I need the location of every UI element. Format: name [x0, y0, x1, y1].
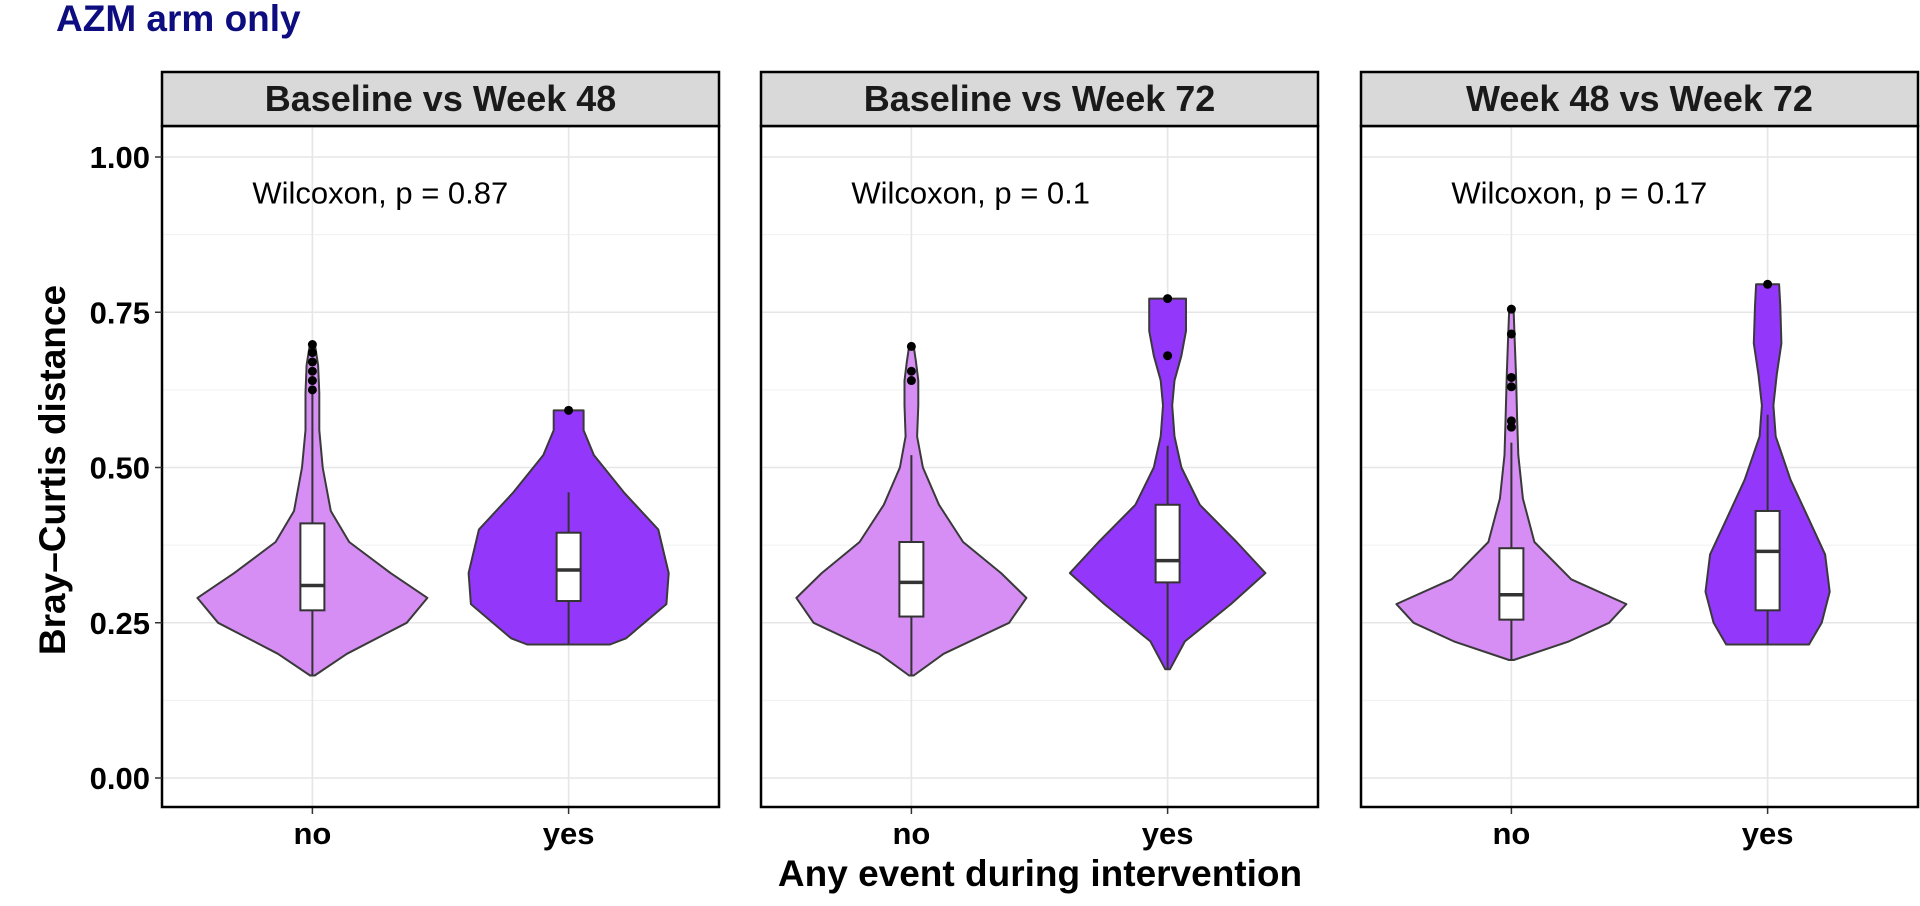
facet-panel: no yes Wilcoxon, p = 0.87 Baseline vs Week … [160, 70, 721, 851]
strip-label: Baseline vs Week 48 [265, 78, 617, 119]
plot-background [162, 126, 719, 807]
strip-background [759, 70, 1320, 128]
outlier-point [1506, 372, 1516, 382]
plot-background [761, 126, 1318, 807]
x-axis-title: Any event during intervention [778, 853, 1302, 894]
y-axis: 0.00 0.25 0.50 0.75 1.00 [90, 140, 162, 796]
violin-group-yes [467, 405, 670, 646]
outlier-point [906, 366, 916, 376]
outlier-point [1506, 416, 1516, 426]
facet-panel: no yes Wilcoxon, p = 0.1 Baseline vs Week 7… [759, 70, 1320, 851]
y-axis-title: Bray–Curtis distance [32, 285, 73, 655]
x-tick-label: no [293, 816, 331, 851]
outlier-point [1506, 304, 1516, 314]
outlier-point [307, 385, 317, 395]
box-iqr [1498, 547, 1525, 621]
outlier-point [1163, 294, 1173, 304]
violin-group-no [795, 341, 1028, 677]
figure-title: AZM arm only [56, 0, 301, 39]
y-tick-label: 0.50 [90, 451, 150, 486]
violin-group-yes [1068, 294, 1267, 671]
strip-label: Week 48 vs Week 72 [1466, 78, 1813, 119]
violin-group-yes [1704, 279, 1831, 646]
plot-background [1361, 126, 1918, 807]
outlier-point [1506, 422, 1516, 432]
y-tick-label: 1.00 [90, 140, 150, 175]
box-iqr [1154, 503, 1181, 584]
x-tick-label: yes [1142, 816, 1194, 851]
wilcoxon-annotation: Wilcoxon, p = 0.17 [1451, 176, 1707, 211]
box-iqr [299, 522, 326, 612]
strip-background [160, 70, 721, 128]
box-iqr [898, 541, 925, 618]
box-iqr [555, 531, 582, 603]
strip-label: Baseline vs Week 72 [864, 78, 1216, 119]
outlier-point [307, 340, 317, 350]
outlier-point [1506, 382, 1516, 392]
wilcoxon-annotation: Wilcoxon, p = 0.1 [851, 176, 1090, 211]
box-iqr [1754, 509, 1781, 612]
wilcoxon-annotation: Wilcoxon, p = 0.87 [252, 176, 508, 211]
outlier-point [564, 405, 574, 415]
outlier-point [307, 357, 317, 367]
y-tick-label: 0.75 [90, 295, 150, 330]
violin-group-no [196, 340, 429, 677]
outlier-point [307, 366, 317, 376]
facet-panel: no yes Wilcoxon, p = 0.17 Week 48 vs Week 7… [1359, 70, 1920, 851]
y-tick-label: 0.25 [90, 606, 150, 641]
x-tick-label: yes [1742, 816, 1794, 851]
y-tick-label: 0.00 [90, 761, 150, 796]
x-tick-label: yes [543, 816, 595, 851]
x-tick-label: no [892, 816, 930, 851]
strip-background [1359, 70, 1920, 128]
outlier-point [307, 376, 317, 386]
outlier-point [906, 341, 916, 351]
x-tick-label: no [1492, 816, 1530, 851]
facet-panels: no yes Wilcoxon, p = 0.87 Baseline vs Week … [160, 70, 1920, 851]
outlier-point [1763, 279, 1773, 289]
outlier-point [307, 348, 317, 358]
outlier-point [1163, 351, 1173, 361]
outlier-point [906, 376, 916, 386]
violin-group-no [1395, 304, 1628, 661]
outlier-point [1506, 329, 1516, 339]
